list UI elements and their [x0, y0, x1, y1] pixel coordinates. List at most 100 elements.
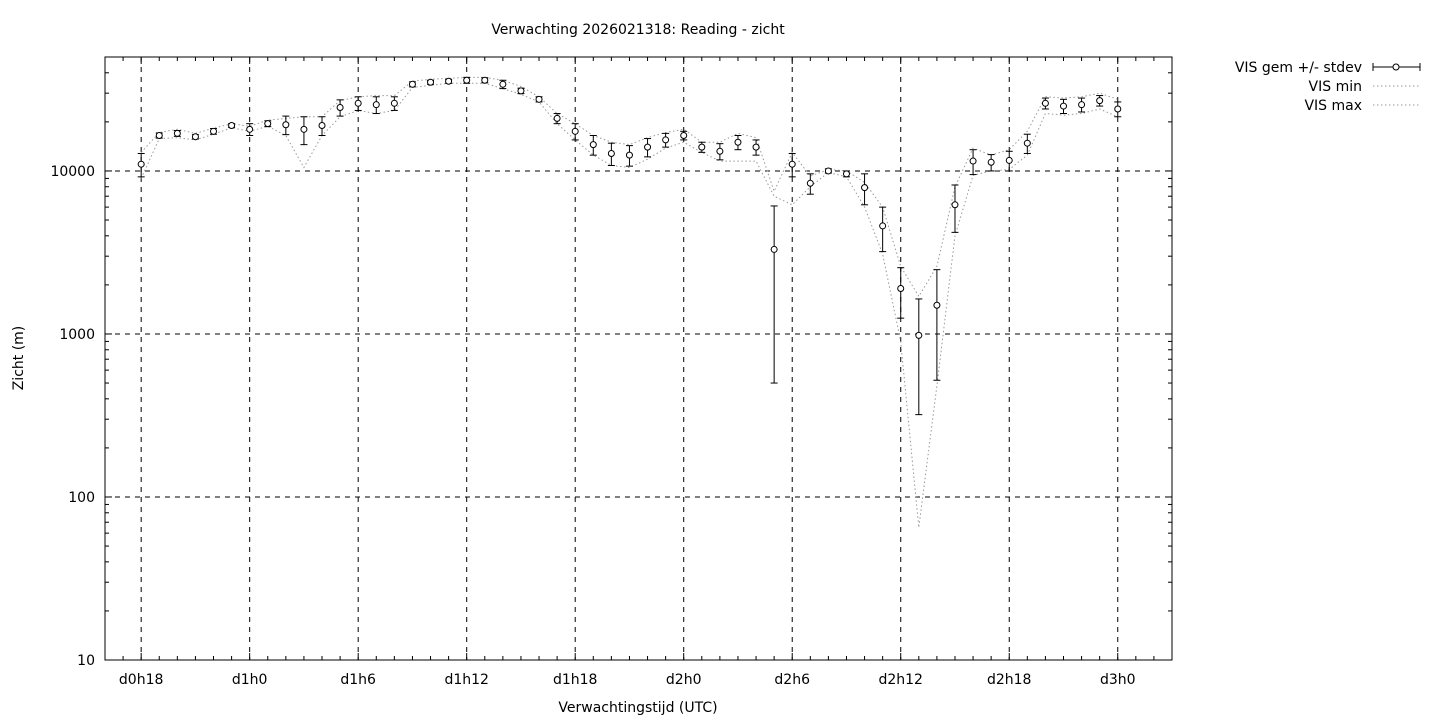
data-point [137, 152, 145, 178]
mean-marker [173, 129, 181, 137]
mean-marker [445, 77, 453, 85]
x-axis-label: Verwachtingstijd (UTC) [558, 700, 717, 716]
data-point [571, 123, 579, 141]
mean-marker [228, 122, 236, 130]
data-point [1114, 101, 1122, 118]
data-point [354, 96, 362, 111]
mean-marker [191, 133, 199, 141]
mean-marker [1005, 156, 1013, 164]
mean-marker [625, 151, 633, 159]
data-point [879, 206, 887, 253]
x-tick-label: d1h18 [553, 672, 597, 688]
mean-marker [824, 167, 832, 175]
grid [105, 57, 1172, 660]
data-point [517, 87, 525, 95]
data-point [662, 132, 670, 148]
data-point [445, 77, 453, 85]
mean-marker [752, 143, 760, 151]
x-tick-label: d2h6 [774, 672, 810, 688]
mean-marker [463, 76, 471, 84]
mean-marker [499, 80, 507, 88]
data-point [915, 298, 923, 416]
mean-marker [1059, 102, 1067, 110]
series-line-vis-max [140, 76, 1118, 298]
mean-marker [481, 76, 489, 84]
mean-marker [842, 170, 850, 178]
mean-marker [770, 245, 778, 253]
mean-marker [408, 80, 416, 88]
x-tick-label: d2h12 [878, 672, 922, 688]
mean-marker [589, 141, 597, 149]
mean-marker [788, 160, 796, 168]
mean-marker [571, 127, 579, 135]
legend-label: VIS min [1309, 79, 1362, 95]
data-point [1096, 95, 1104, 107]
mean-marker [137, 160, 145, 168]
data-point [427, 78, 435, 86]
mean-marker [662, 136, 670, 144]
mean-marker [861, 184, 869, 192]
mean-marker [680, 131, 688, 139]
x-tick-label: d1h6 [340, 672, 376, 688]
data-point [969, 149, 977, 176]
y-tick-label: 1000 [59, 327, 95, 343]
data-point [1005, 150, 1013, 172]
data-point [246, 123, 254, 136]
y-tick-label: 10 [77, 653, 95, 669]
data-point [716, 143, 724, 161]
y-tick-label: 100 [68, 490, 95, 506]
data-point [897, 267, 905, 319]
mean-marker [915, 331, 923, 339]
x-axis-ticks: d0h18 d1h0 d1h6 d1h12 d1h18 d2h0 d2h6 d2h12 d2h1… [104, 57, 1173, 688]
chart-title: Verwachting 2026021318: Reading - zicht [491, 22, 785, 38]
mean-marker [987, 158, 995, 166]
mean-marker [282, 121, 290, 129]
data-point [734, 134, 742, 151]
mean-marker [264, 120, 272, 128]
series-layer [137, 76, 1122, 528]
data-point [824, 167, 832, 175]
mean-marker [933, 301, 941, 309]
data-point [1078, 97, 1086, 113]
data-point [806, 173, 814, 195]
data-point [408, 80, 416, 88]
data-point [481, 76, 489, 84]
mean-marker [517, 87, 525, 95]
data-point [589, 134, 597, 156]
mean-marker [716, 147, 724, 155]
data-point [499, 79, 507, 90]
data-point [752, 139, 760, 156]
data-point [933, 269, 941, 381]
data-point [300, 116, 308, 146]
data-point [210, 127, 218, 135]
mean-marker [1114, 105, 1122, 113]
series-line-vis-min [140, 82, 1118, 528]
mean-marker [806, 179, 814, 187]
legend: VIS gem +/- stdev VIS min VIS max [1235, 60, 1421, 114]
mean-marker [897, 285, 905, 293]
x-tick-label: d2h0 [666, 672, 702, 688]
data-point [680, 130, 688, 141]
data-point [553, 113, 561, 125]
mean-marker [969, 157, 977, 165]
data-point [788, 152, 796, 178]
mean-marker [246, 125, 254, 133]
mean-marker [1041, 99, 1049, 107]
data-point [951, 184, 959, 233]
legend-label: VIS gem +/- stdev [1235, 60, 1362, 76]
data-point [861, 173, 869, 206]
data-point [336, 99, 344, 117]
data-point [770, 205, 778, 384]
x-tick-label: d1h12 [444, 672, 488, 688]
mean-marker [210, 127, 218, 135]
data-point [155, 131, 163, 139]
data-point [644, 138, 652, 158]
mean-marker [354, 99, 362, 107]
mean-marker [951, 201, 959, 209]
mean-marker [644, 143, 652, 151]
legend-swatch-marker [1392, 63, 1400, 71]
legend-label: VIS max [1304, 98, 1362, 114]
data-point [173, 129, 181, 137]
mean-marker [427, 78, 435, 86]
mean-marker [372, 101, 380, 109]
